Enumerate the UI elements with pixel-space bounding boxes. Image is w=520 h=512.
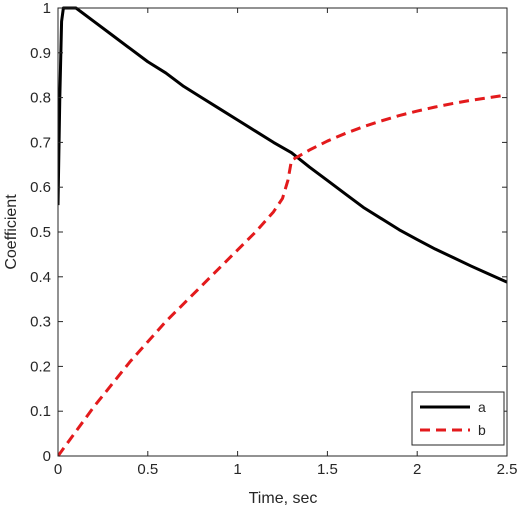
plot-frame [57,7,508,457]
y-tick-label: 0.7 [30,134,51,151]
x-tick-label: 0.5 [137,461,158,478]
y-tick-label: 0 [43,448,51,465]
x-tick-label: 0 [54,461,62,478]
y-tick-label: 0.6 [30,179,51,196]
y-tick-label: 0.4 [30,269,51,286]
y-tick-label: 0.3 [30,314,51,331]
series-line-a [58,6,507,284]
y-tick-label: 0.2 [30,358,51,375]
legend-label-a: a [478,399,486,415]
legend: ab [411,391,505,446]
y-axis-title: Coefficient [3,194,20,270]
series-line-b [58,93,507,457]
x-tick-label: 2 [413,461,421,478]
y-tick-label: 0.8 [30,90,51,107]
y-tick-label: 0.9 [30,45,51,62]
y-tick-label: 0.1 [30,403,51,420]
legend-box [411,391,505,446]
legend-label-b: b [478,422,486,438]
y-tick-label: 1 [43,0,51,17]
x-tick-label: 1 [233,461,241,478]
y-tick-label: 0.5 [30,224,51,241]
x-tick-label: 1.5 [317,461,338,478]
x-axis-title: Time, sec [249,490,318,507]
x-tick-label: 2.5 [497,461,518,478]
